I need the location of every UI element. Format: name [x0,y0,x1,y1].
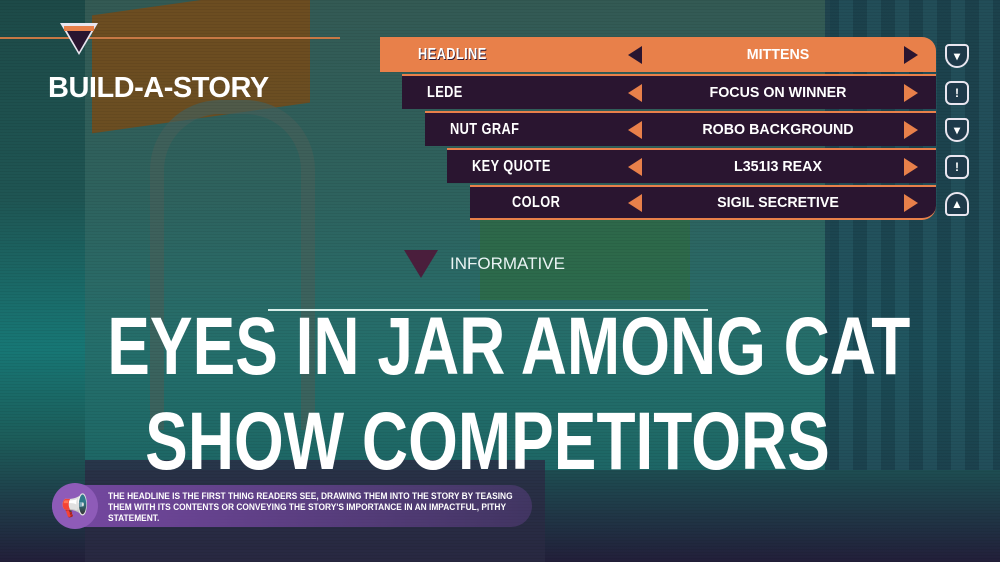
row-label: HEADLINE [418,45,487,63]
prev-arrow-icon[interactable] [628,45,642,64]
next-arrow-icon[interactable] [904,157,918,176]
headline-preview: EYES IN JAR AMONG CAT SHOW COMPETITORS [107,299,911,489]
row-label: KEY QUOTE [472,157,551,175]
tone-label: INFORMATIVE [450,254,565,273]
row-value: SIGIL SECRETIVE [717,194,839,211]
headline-line-1: EYES IN JAR AMONG CAT [107,301,911,392]
scene-poster [480,220,690,300]
prev-arrow-icon[interactable] [628,83,642,102]
menu-row-lede[interactable]: LEDE FOCUS ON WINNER [402,74,936,109]
row-value: FOCUS ON WINNER [709,84,847,101]
next-arrow-icon[interactable] [904,193,918,212]
menu-row-key-quote[interactable]: KEY QUOTE L351I3 REAX [447,148,936,183]
story-builder-menu: HEADLINE MITTENS LEDE FOCUS ON WINNER NU… [380,37,936,221]
row-value: L351I3 REAX [734,158,822,175]
prev-arrow-icon[interactable] [628,193,642,212]
megaphone-icon: 📢 [52,483,98,529]
tip-text: THE HEADLINE IS THE FIRST THING READERS … [108,491,513,523]
menu-row-headline[interactable]: HEADLINE MITTENS [380,37,936,72]
next-arrow-icon[interactable] [904,120,918,139]
prev-arrow-icon[interactable] [628,120,642,139]
next-arrow-icon[interactable] [904,45,918,64]
tone-indicator: INFORMATIVE [404,250,565,278]
alien-triangle-icon: ▾ [945,118,969,142]
headline-line-2: SHOW COMPETITORS [145,396,830,487]
row-label: COLOR [512,193,561,211]
screen-title: BUILD-A-STORY [48,72,269,104]
row-value: MITTENS [746,46,810,63]
decorative-line [0,37,340,39]
row-label: LEDE [427,83,463,101]
prev-arrow-icon[interactable] [628,157,642,176]
logo-triangle-accent [64,26,94,31]
flame-triangle-icon: ▲ [945,192,969,216]
row-label: NUT GRAF [450,120,520,138]
row-value: ROBO BACKGROUND [702,121,854,138]
next-arrow-icon[interactable] [904,83,918,102]
menu-row-nut-graf[interactable]: NUT GRAF ROBO BACKGROUND [425,111,936,146]
menu-row-color[interactable]: COLOR SIGIL SECRETIVE [470,185,936,220]
exclamation-hexagon-icon: ! [945,155,969,179]
divider [268,309,708,311]
tip-banner [52,485,532,527]
alien-triangle-icon [404,250,438,278]
exclamation-hexagon-icon: ! [945,81,969,105]
alien-triangle-icon: ▾ [945,44,969,68]
